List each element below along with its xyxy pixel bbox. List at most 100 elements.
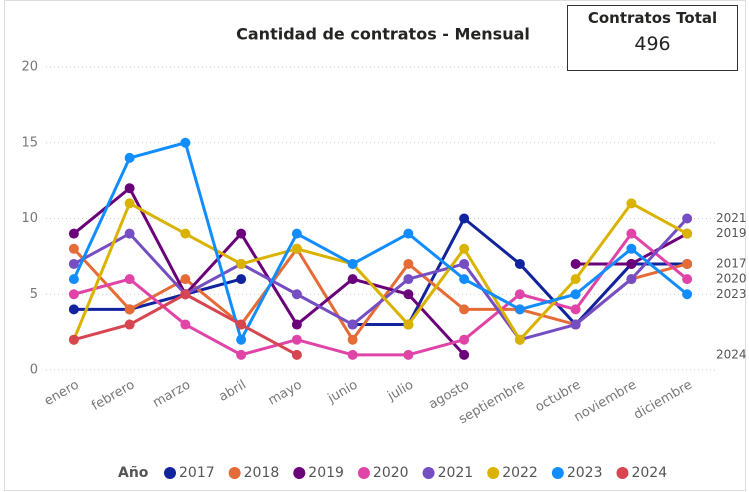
data-point xyxy=(459,243,470,254)
data-point xyxy=(682,228,693,239)
data-point xyxy=(347,319,358,330)
data-point xyxy=(180,274,191,285)
data-point xyxy=(124,228,135,239)
data-point xyxy=(68,334,79,345)
data-point xyxy=(236,258,247,269)
data-point xyxy=(514,289,525,300)
legend-marker xyxy=(551,467,564,479)
data-point xyxy=(180,228,191,239)
data-point xyxy=(626,198,637,209)
legend-marker xyxy=(422,467,435,479)
kpi-card: Contratos Total 496 xyxy=(567,5,738,71)
data-point xyxy=(124,274,135,285)
data-point xyxy=(236,274,247,285)
data-point xyxy=(459,213,470,224)
series-line xyxy=(73,217,689,342)
data-point xyxy=(347,349,358,360)
y-tick-label: 5 xyxy=(30,287,38,302)
data-point xyxy=(291,349,302,360)
data-point xyxy=(403,274,414,285)
data-point xyxy=(403,228,414,239)
end-label: 2021 xyxy=(716,211,747,225)
data-point xyxy=(570,319,581,330)
data-point xyxy=(682,289,693,300)
data-point xyxy=(626,274,637,285)
data-point xyxy=(68,228,79,239)
end-label: 2019 xyxy=(716,226,747,240)
data-point xyxy=(459,274,470,285)
data-point xyxy=(682,274,693,285)
legend-label: 2024 xyxy=(631,465,667,481)
chart-title: Cantidad de contratos - Mensual xyxy=(236,25,530,44)
data-point xyxy=(68,258,79,269)
data-point xyxy=(682,213,693,224)
legend-marker xyxy=(616,467,629,479)
legend-marker xyxy=(487,467,500,479)
data-point xyxy=(514,334,525,345)
data-point xyxy=(68,304,79,315)
data-point xyxy=(291,319,302,330)
data-point xyxy=(459,349,470,360)
data-point xyxy=(68,274,79,285)
data-point xyxy=(236,319,247,330)
legend-marker xyxy=(293,467,306,479)
data-point xyxy=(236,228,247,239)
data-point xyxy=(291,243,302,254)
legend-label: 2021 xyxy=(438,465,474,481)
series-line xyxy=(72,201,688,342)
data-point xyxy=(570,289,581,300)
data-point xyxy=(570,304,581,315)
y-tick-label: 15 xyxy=(21,135,38,150)
series-line xyxy=(72,141,689,342)
data-point xyxy=(626,243,637,254)
data-point xyxy=(124,319,135,330)
data-point xyxy=(403,258,414,269)
data-point xyxy=(236,334,247,345)
legend-label: 2020 xyxy=(373,465,409,481)
data-point xyxy=(124,183,135,194)
legend-label: 2022 xyxy=(502,465,538,481)
series-line xyxy=(73,232,689,357)
data-point xyxy=(180,319,191,330)
data-point xyxy=(291,289,302,300)
data-point xyxy=(570,274,581,285)
data-point xyxy=(514,258,525,269)
data-point xyxy=(68,243,79,254)
legend-marker xyxy=(357,467,370,479)
data-point xyxy=(124,304,135,315)
legend-marker xyxy=(164,467,176,479)
data-point xyxy=(403,319,414,330)
legend-label: 2023 xyxy=(567,465,603,481)
legend-label: 2018 xyxy=(244,465,280,481)
data-point xyxy=(180,137,191,148)
legend-label: 2019 xyxy=(308,465,344,481)
data-point xyxy=(626,258,637,269)
end-label: 2023 xyxy=(716,287,747,301)
y-tick-label: 0 xyxy=(30,363,38,378)
data-point xyxy=(291,334,302,345)
data-point xyxy=(124,152,135,163)
data-point xyxy=(347,274,358,285)
data-point xyxy=(459,304,470,315)
data-point xyxy=(682,258,693,269)
data-point xyxy=(180,289,191,300)
data-point xyxy=(459,334,470,345)
legend-title: Año xyxy=(118,465,149,481)
data-point xyxy=(626,228,637,239)
data-point xyxy=(291,228,302,239)
data-point xyxy=(236,349,247,360)
data-point xyxy=(459,258,470,269)
legend-marker xyxy=(228,467,241,479)
data-point xyxy=(403,349,414,360)
legend-label: 2017 xyxy=(179,465,215,481)
card-title: Contratos Total xyxy=(587,9,718,27)
data-point xyxy=(514,304,525,315)
y-tick-label: 20 xyxy=(21,60,38,75)
data-point xyxy=(347,334,358,345)
y-tick-label: 10 xyxy=(21,211,38,226)
card-value: 496 xyxy=(634,33,671,55)
end-label: 2020 xyxy=(716,272,747,286)
end-label: 2017 xyxy=(716,256,747,270)
data-point xyxy=(347,258,358,269)
